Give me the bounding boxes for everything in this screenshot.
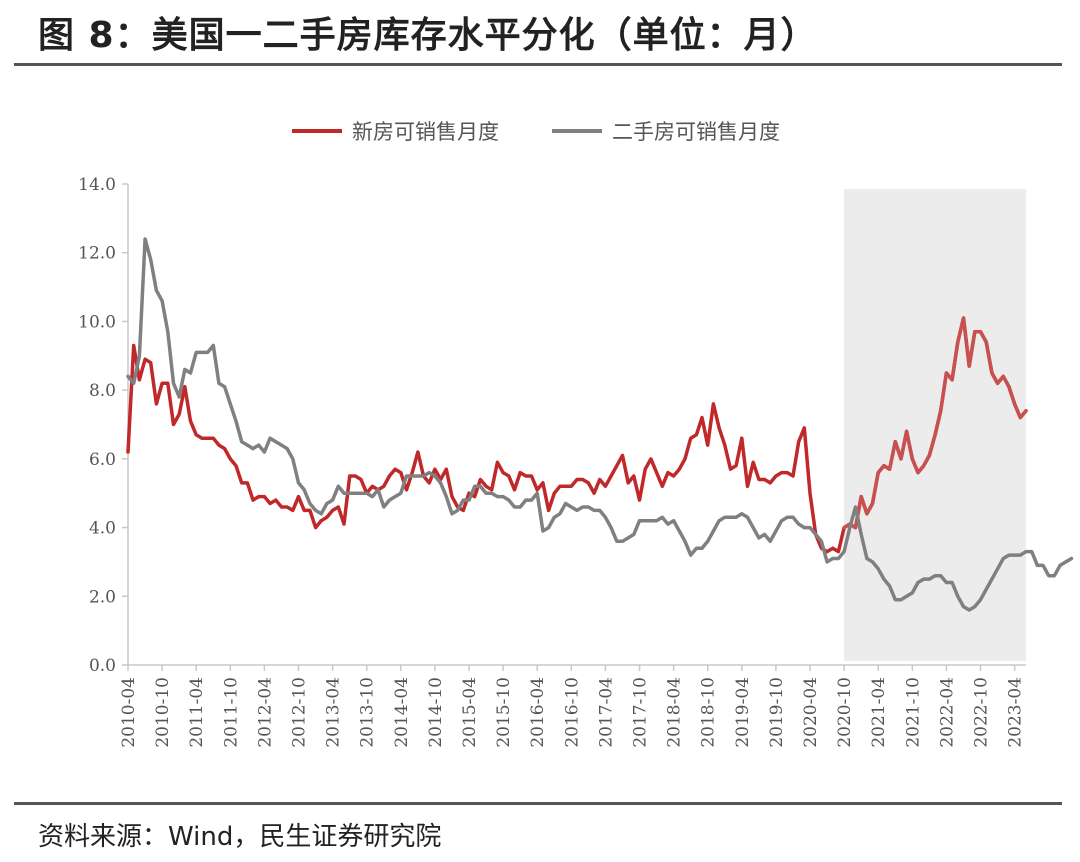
x-tick-label: 2016-10 xyxy=(562,677,582,748)
x-tick-label: 2010-10 xyxy=(153,677,173,748)
x-tick-label: 2021-10 xyxy=(903,677,923,748)
series-line-existing-home xyxy=(126,237,1074,612)
legend-label: 新房可销售月度 xyxy=(352,120,499,144)
x-tick-label: 2023-04 xyxy=(1006,677,1026,748)
x-tick-label: 2010-04 xyxy=(119,677,139,748)
x-tick-label: 2015-04 xyxy=(460,677,480,748)
x-tick-label: 2022-10 xyxy=(972,677,992,748)
x-tick-label: 2018-10 xyxy=(699,677,719,748)
x-tick-label: 2011-04 xyxy=(187,677,207,748)
chart-axes: 0.0 2.0 4.0 6.0 8.0 10.0 12.0 14.0 2010-04 2010-1… xyxy=(78,175,1026,748)
line-chart: 0.0 2.0 4.0 6.0 8.0 10.0 12.0 14.0 2010-04 2010-1… xyxy=(78,120,1074,748)
y-tick-label: 2.0 xyxy=(89,587,116,607)
bottom-divider xyxy=(14,802,1062,805)
figure-title: 图 8：美国一二手房库存水平分化（单位：月） xyxy=(38,15,818,56)
y-tick-label: 8.0 xyxy=(89,381,116,401)
legend-label: 二手房可销售月度 xyxy=(612,120,780,144)
x-tick-label: 2016-04 xyxy=(528,677,548,748)
y-tick-label: 12.0 xyxy=(78,244,116,264)
x-tick-label: 2011-10 xyxy=(221,677,241,748)
x-tick-label: 2012-04 xyxy=(255,677,275,748)
chart-legend: 新房可销售月度 二手房可销售月度 xyxy=(292,120,780,144)
x-tick-label: 2012-10 xyxy=(290,677,310,748)
x-tick-label: 2015-10 xyxy=(494,677,514,748)
x-tick-label: 2017-10 xyxy=(631,677,651,748)
x-tick-label: 2018-04 xyxy=(665,677,685,748)
x-tick-label: 2021-04 xyxy=(869,677,889,748)
y-tick-label: 0.0 xyxy=(89,656,116,676)
y-tick-label: 10.0 xyxy=(78,312,116,332)
shaded-region xyxy=(844,189,1026,661)
x-tick-label: 2017-04 xyxy=(596,677,616,748)
x-tick-label: 2014-10 xyxy=(426,677,446,748)
series-line-new-home-shaded xyxy=(842,316,1028,530)
x-tick-label: 2020-04 xyxy=(801,677,821,748)
y-tick-label: 4.0 xyxy=(89,519,116,539)
x-tick-label: 2020-10 xyxy=(835,677,855,748)
y-tick-label: 6.0 xyxy=(89,450,116,470)
x-tick-label: 2014-04 xyxy=(392,677,412,748)
x-tick-label: 2013-10 xyxy=(358,677,378,748)
y-tick-label: 14.0 xyxy=(78,175,116,195)
x-tick-label: 2013-04 xyxy=(324,677,344,748)
shaded-period xyxy=(844,189,1026,661)
x-tick-label: 2019-04 xyxy=(733,677,753,748)
x-tick-label: 2019-10 xyxy=(767,677,787,748)
source-note: 资料来源：Wind，民生证券研究院 xyxy=(38,822,442,852)
x-tick-label: 2022-04 xyxy=(937,677,957,748)
chart-series xyxy=(126,237,1074,612)
top-divider xyxy=(14,63,1062,66)
